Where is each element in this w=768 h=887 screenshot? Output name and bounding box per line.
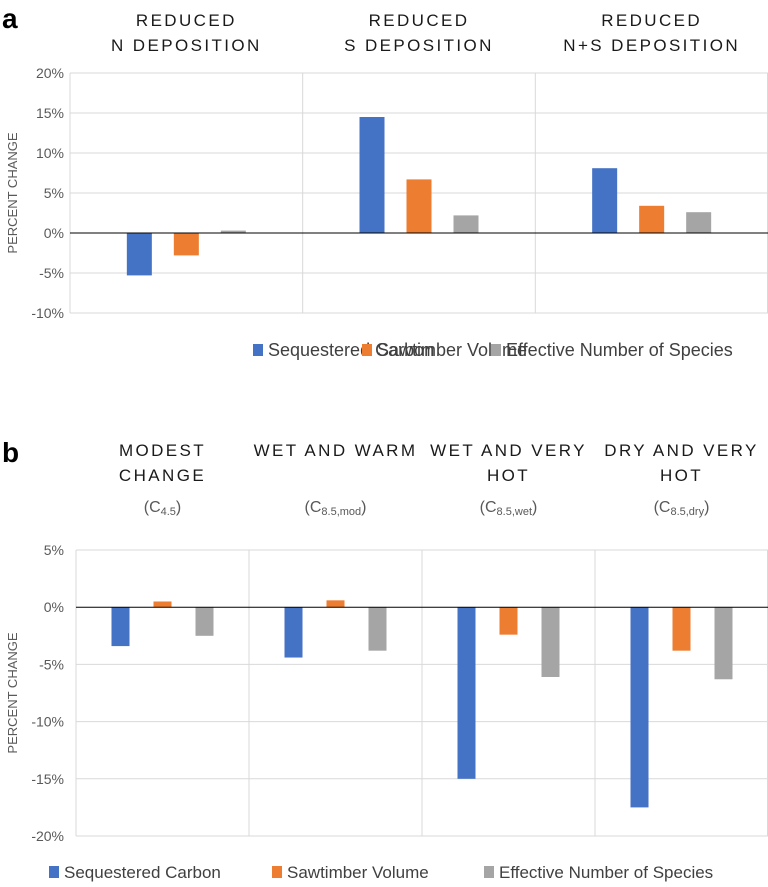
bar-effective-number-of-species [541,607,560,677]
panel-label: a [2,3,18,34]
legend-label: Sequestered Carbon [268,340,434,360]
scenario-code-subscript: 8.5,mod [321,506,361,518]
bar-sawtimber-volume [499,607,518,635]
category-title: REDUCED [369,11,470,30]
y-tick-label: -20% [31,828,64,844]
scenario-code-prefix: (C [144,499,161,516]
legend-swatch-sequestered-carbon [253,344,263,356]
legend-label: Sequestered Carbon [64,863,221,882]
y-tick-label: 0% [44,599,64,615]
chart-panel-a: a 20% 15% 10% 5% 0% -5% -10% PERCENT CHANGE REDUC… [2,3,768,360]
y-tick-label: 10% [36,145,64,161]
bar-effective-number-of-species [195,607,214,636]
bar-sequestered-carbon [359,117,385,233]
legend-label: Effective Number of Species [499,863,713,882]
y-tick-label: 20% [36,65,64,81]
category-title: MODEST [119,441,206,460]
bar-sequestered-carbon [630,607,649,808]
scenario-code-subscript: 8.5,dry [670,506,704,518]
chart-panel-b: b 5% 0% -5% -10% -15% -20% PERCENT CHANGE MODEST… [2,437,768,882]
bar-sawtimber-volume [406,179,432,233]
bar-sequestered-carbon [592,168,618,233]
scenario-code-prefix: (C [654,499,671,516]
y-tick-label: 0% [44,225,64,241]
legend-label: Sawtimber Volume [377,340,527,360]
y-tick-label: 15% [36,105,64,121]
legend-label: Sawtimber Volume [287,863,429,882]
legend-swatch-effective-number-of-species [491,344,501,356]
bar-sawtimber-volume [153,601,172,608]
bar-sequestered-carbon [457,607,476,779]
y-tick-label: 5% [44,185,64,201]
legend: Sequestered Carbon Sawtimber Volume Effect… [49,863,713,882]
bar-sequestered-carbon [284,607,303,658]
category-title: N+S DEPOSITION [563,36,740,55]
category-scenario-code: (C4.5) [144,499,182,518]
legend-swatch-sequestered-carbon [49,866,59,878]
y-tick-label: -5% [39,656,64,672]
category-title: N DEPOSITION [111,36,262,55]
y-tick-label: -5% [39,265,64,281]
y-tick-label: 5% [44,542,64,558]
scenario-code-suffix: ) [176,499,181,516]
panel-label: b [2,437,19,468]
bar-sawtimber-volume [326,600,345,608]
bar-sequestered-carbon [111,607,130,647]
legend-swatch-effective-number-of-species [484,866,494,878]
bar-sawtimber-volume [173,233,199,256]
category-title: HOT [660,466,703,485]
category-scenario-code: (C8.5,mod) [305,499,367,518]
y-tick-label: -10% [31,305,64,321]
category-scenario-code: (C8.5,dry) [654,499,710,518]
legend-label: Effective Number of Species [506,340,733,360]
scenario-code-subscript: 4.5 [161,506,176,518]
bar-effective-number-of-species [686,212,712,233]
scenario-code-suffix: ) [704,499,709,516]
category-title: HOT [487,466,530,485]
bar-sequestered-carbon [126,233,152,276]
legend-swatch-sawtimber-volume [362,344,372,356]
y-tick-label: -15% [31,771,64,787]
category-title: WET AND WARM [254,441,418,460]
bar-effective-number-of-species [453,215,479,233]
scenario-code-suffix: ) [532,499,537,516]
bar-effective-number-of-species [220,230,246,233]
category-scenario-code: (C8.5,wet) [480,499,538,518]
scenario-code-prefix: (C [480,499,497,516]
category-title: REDUCED [136,11,237,30]
category-title: S DEPOSITION [344,36,494,55]
scenario-code-subscript: 8.5,wet [497,506,532,518]
y-axis-label: PERCENT CHANGE [5,132,20,253]
y-axis-label: PERCENT CHANGE [5,632,20,753]
scenario-code-prefix: (C [305,499,322,516]
bar-sawtimber-volume [672,607,691,651]
category-title: REDUCED [601,11,702,30]
scenario-code-suffix: ) [361,499,366,516]
bar-effective-number-of-species [714,607,733,680]
y-tick-label: -10% [31,714,64,730]
category-title: DRY AND VERY [604,441,758,460]
bar-sawtimber-volume [639,205,665,233]
category-title: WET AND VERY [430,441,587,460]
category-title: CHANGE [119,466,206,485]
legend-swatch-sawtimber-volume [272,866,282,878]
bar-effective-number-of-species [368,607,387,651]
